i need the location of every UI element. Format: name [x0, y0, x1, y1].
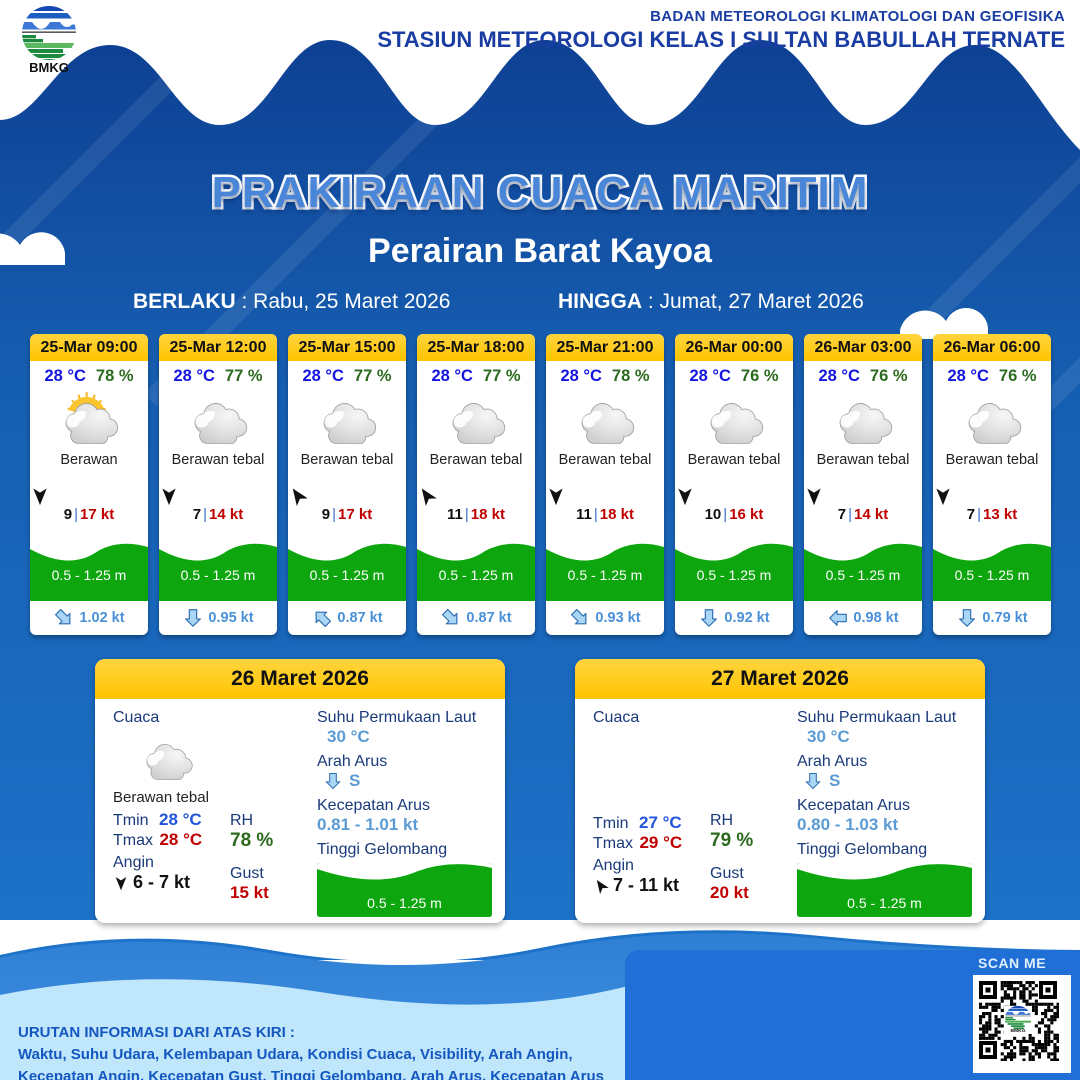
svg-text:BMKG: BMKG	[1010, 1028, 1025, 1034]
svg-text:BMKG: BMKG	[29, 60, 69, 75]
